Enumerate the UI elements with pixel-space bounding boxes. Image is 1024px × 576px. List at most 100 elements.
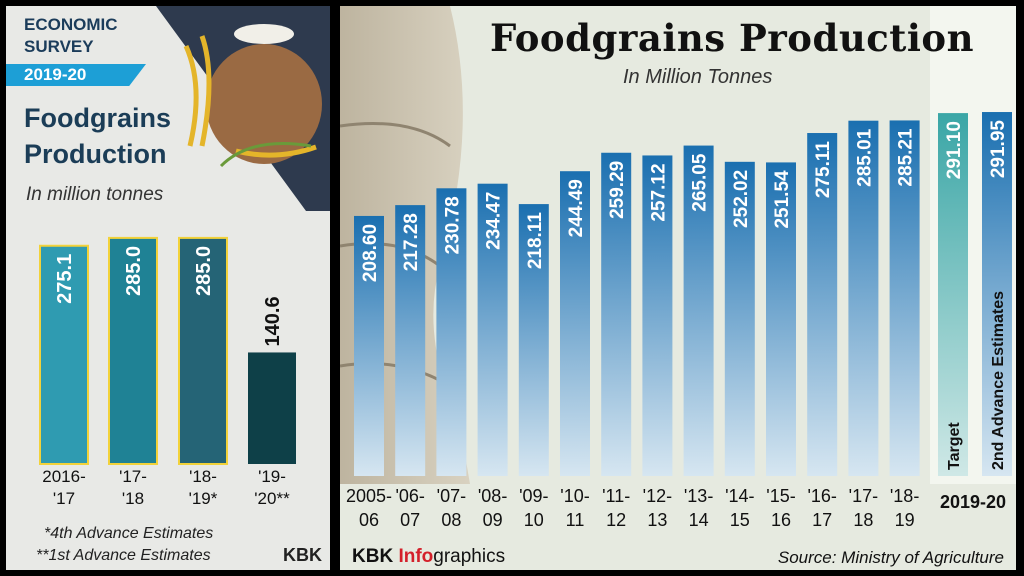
right-tick-label: 06 <box>359 510 379 530</box>
right-bar-value-label: 291.95 <box>988 120 1009 179</box>
left-tick-label: 2016- <box>42 467 85 486</box>
source-note: Source: Ministry of Agriculture <box>777 548 1004 567</box>
right-tick-label: 13 <box>647 510 667 530</box>
right-bar <box>518 204 549 476</box>
right-bar-value-label: 275.11 <box>813 141 834 198</box>
right-bar-value-label: 285.21 <box>896 128 917 187</box>
target-bar <box>938 113 968 476</box>
right-bar-value-label: 218.11 <box>525 212 546 269</box>
right-bar <box>683 145 714 477</box>
right-tick-label: 16 <box>771 510 791 530</box>
right-tick-label: '15- <box>766 486 795 506</box>
left-tick-label: '20** <box>254 489 290 508</box>
right-bar-value-label: 234.47 <box>484 192 505 250</box>
logo-info: Info <box>398 546 434 567</box>
right-bar-value-label: 244.49 <box>566 179 587 237</box>
left-title-line1: Foodgrains <box>24 103 171 133</box>
left-tick-label: '17- <box>119 467 147 486</box>
right-tick-label: '08- <box>478 486 507 506</box>
right-tick-label: 10 <box>524 510 544 530</box>
right-tick-label: 07 <box>400 510 420 530</box>
left-bar-chart: 275.1 2016- '17 285.0 '17- '18 285.0 '18- '19* 14… <box>39 236 296 508</box>
left-tick-label: '17 <box>53 489 75 508</box>
right-tick-label: 18 <box>853 510 873 530</box>
right-tick-label: 2005- <box>346 486 392 506</box>
right-bar <box>560 171 590 477</box>
left-bar-value-label: 275.1 <box>54 254 76 304</box>
right-bar <box>601 152 632 476</box>
left-tick-label: '18 <box>122 489 144 508</box>
right-bar-value-label: 208.60 <box>360 224 381 282</box>
logo-graphics: graphics <box>433 546 506 567</box>
left-bar-value-label: 285.0 <box>193 246 215 296</box>
left-title-line2: Production <box>24 139 167 169</box>
right-bar <box>848 120 879 476</box>
right-tick-label: '10- <box>560 486 589 506</box>
right-bar-value-label: 230.78 <box>442 196 463 254</box>
footnote-1st-advance: **1st Advance Estimates <box>36 547 211 564</box>
right-tick-label: '12- <box>643 486 672 506</box>
right-tick-label: '11- <box>602 486 630 506</box>
economic-survey-badge: ECONOMIC SURVEY 2019-20 <box>6 6 156 86</box>
right-tick-label: 12 <box>606 510 626 530</box>
grain-sack-illustration <box>156 6 330 211</box>
right-tick-label: '14- <box>725 486 754 506</box>
badge-line2: SURVEY <box>24 37 94 56</box>
right-title: Foodgrains Production <box>490 16 975 60</box>
left-bar <box>178 236 228 465</box>
left-panel: ECONOMIC SURVEY 2019-20 Foodgrains Produc… <box>6 6 330 570</box>
right-bar <box>395 205 426 476</box>
right-bar <box>354 215 384 477</box>
right-bar <box>642 155 673 476</box>
badge-line1: ECONOMIC <box>24 15 118 34</box>
extra-bar-category-label: Target <box>946 422 963 470</box>
right-bar <box>477 183 508 476</box>
right-tick-label: 19 <box>895 510 915 530</box>
right-tick-label: '07- <box>437 486 466 506</box>
left-credit: KBK <box>283 545 322 565</box>
left-tick-label: '19* <box>189 489 218 508</box>
right-subtitle: In Million Tonnes <box>623 66 773 88</box>
right-tick-label: '16- <box>807 486 836 506</box>
right-bar <box>436 188 467 477</box>
right-bar-value-label: 252.02 <box>731 170 752 228</box>
axis-strip <box>340 484 1016 542</box>
right-tick-label: 17 <box>812 510 832 530</box>
right-tick-label: '17- <box>849 486 878 506</box>
left-bar-value-label: 285.0 <box>123 246 145 296</box>
extra-bar-category-label: 2nd Advance Estimates <box>990 291 1007 470</box>
right-panel: Foodgrains Production In Million Tonnes … <box>340 6 1016 570</box>
kbk-infographics-logo: KBK Infographics <box>352 546 505 568</box>
right-bar <box>724 161 755 476</box>
right-tick-label: '06- <box>395 486 424 506</box>
right-bar <box>807 133 838 476</box>
right-bar-value-label: 291.10 <box>944 121 965 179</box>
right-bar-value-label: 285.01 <box>854 128 875 187</box>
left-bar <box>248 352 296 464</box>
right-bar <box>766 162 796 477</box>
right-bar-value-label: 251.54 <box>772 170 793 229</box>
right-tick-label: 09 <box>483 510 503 530</box>
right-tick-label: 08 <box>441 510 461 530</box>
advance-estimate-bar <box>982 112 1012 476</box>
right-tick-label: '09- <box>519 486 548 506</box>
left-subtitle: In million tonnes <box>26 184 164 205</box>
right-tick-label: 14 <box>689 510 709 530</box>
left-bar <box>39 244 89 465</box>
right-tick-label: '13- <box>684 486 713 506</box>
right-bar <box>889 120 920 476</box>
right-bar-value-label: 265.05 <box>690 153 711 212</box>
left-bar-value-label: 140.6 <box>262 296 284 346</box>
right-bar-value-label: 217.28 <box>401 213 422 271</box>
right-tick-label: 15 <box>730 510 750 530</box>
right-tick-label: 11 <box>566 510 585 530</box>
left-tick-label: '19- <box>258 467 286 486</box>
footnote-4th-advance: *4th Advance Estimates <box>44 525 214 542</box>
logo-kbk: KBK <box>352 546 399 567</box>
left-bar <box>108 236 158 465</box>
left-title: Foodgrains Production <box>24 100 224 172</box>
right-bar-value-label: 259.29 <box>607 161 628 219</box>
right-bar-chart: 208.60 2005- 06 217.28 '06- 07 230.78 '07- 08 234… <box>346 112 1012 530</box>
group-label-2019-20: 2019-20 <box>940 492 1006 512</box>
badge-year: 2019-20 <box>6 64 146 86</box>
